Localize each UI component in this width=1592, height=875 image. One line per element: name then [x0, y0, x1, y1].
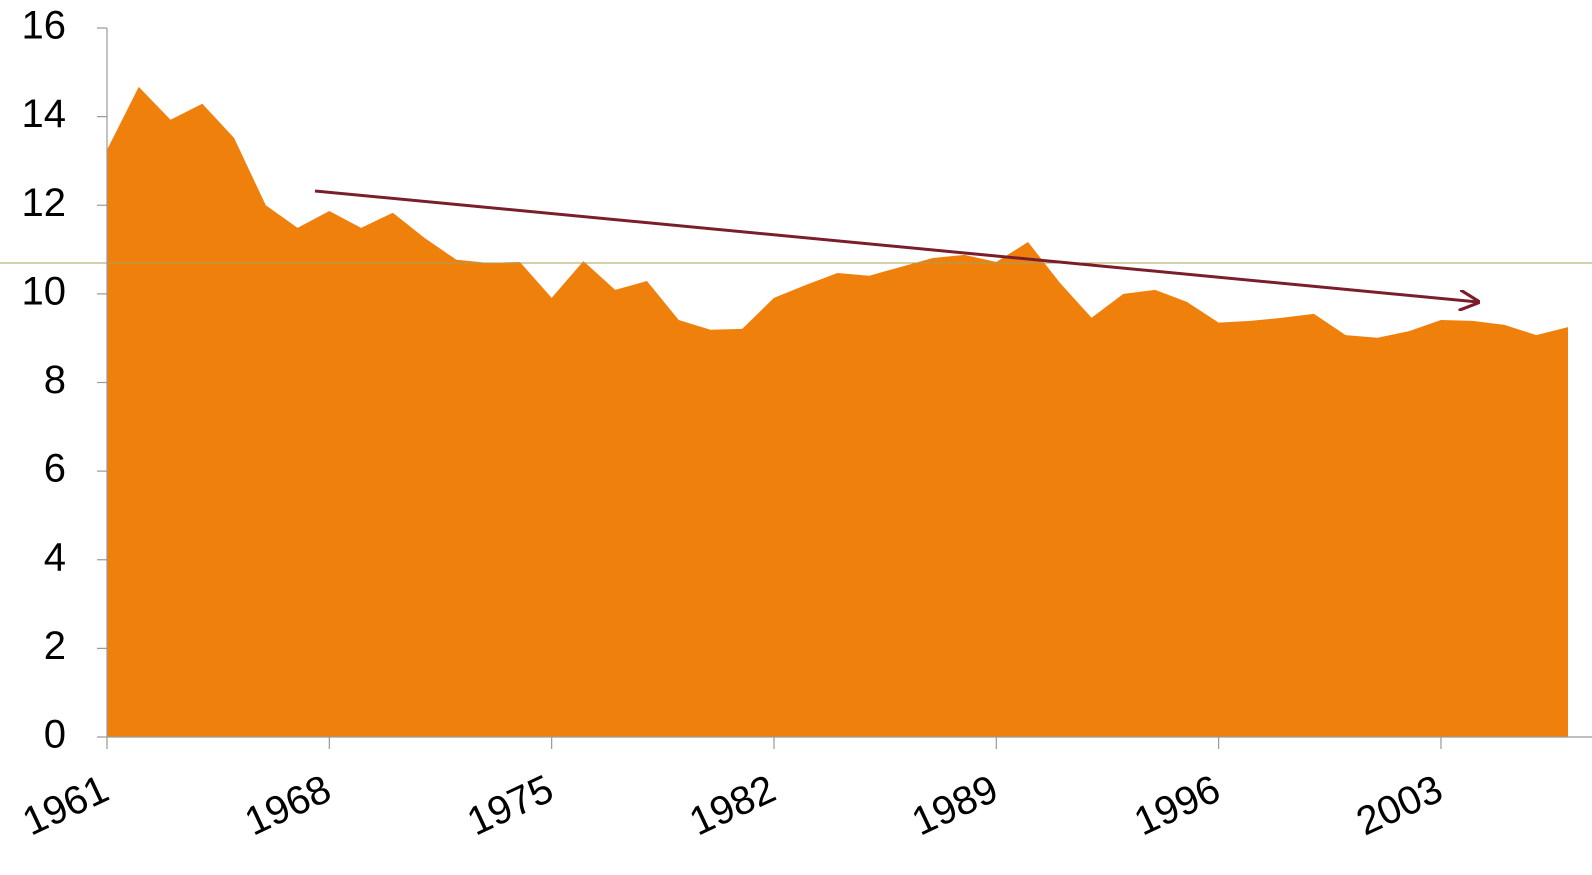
x-tick-label: 1961	[16, 767, 115, 844]
y-tick-label: 4	[44, 535, 66, 579]
x-tick-label: 1989	[905, 767, 1004, 844]
y-tick-label: 2	[44, 624, 66, 668]
y-tick-label: 14	[22, 92, 67, 136]
x-tick-label: 1975	[461, 767, 560, 844]
y-tick-label: 12	[22, 181, 67, 225]
area	[107, 86, 1568, 738]
y-tick-label: 10	[22, 269, 67, 313]
y-tick-label: 6	[44, 447, 66, 491]
x-tick-label: 1968	[238, 767, 337, 844]
y-tick-label: 16	[22, 4, 67, 48]
y-tick-label: 8	[44, 358, 66, 402]
y-tick-label: 0	[44, 713, 66, 757]
x-tick-label: 2003	[1350, 767, 1449, 844]
x-tick-label: 1982	[683, 767, 782, 844]
x-tick-label: 1996	[1128, 767, 1227, 844]
trend-arrow	[314, 189, 1478, 302]
